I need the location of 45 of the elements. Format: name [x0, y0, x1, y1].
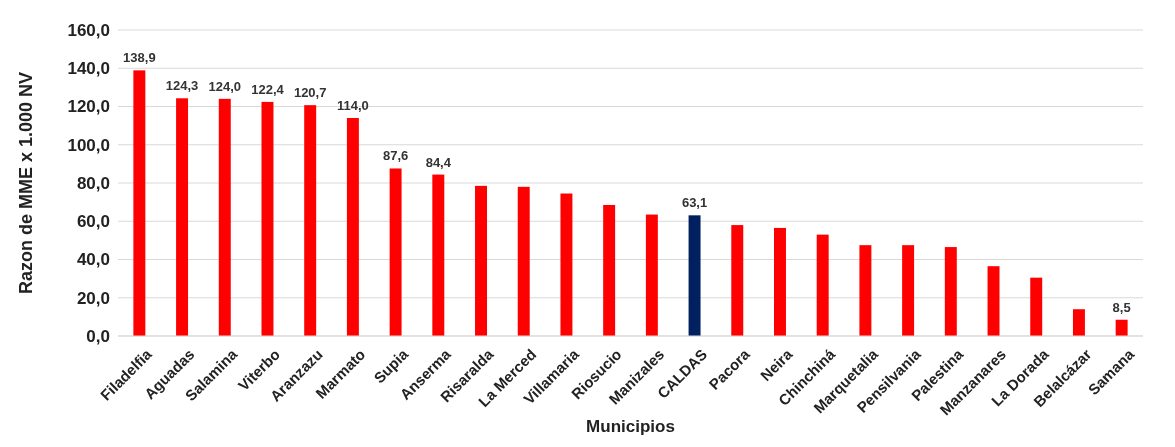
bar — [859, 245, 872, 336]
bar — [1115, 319, 1128, 336]
data-label: 122,4 — [251, 81, 285, 97]
bar — [304, 105, 317, 336]
x-axis-title: Municipios — [586, 417, 675, 436]
bar — [688, 215, 701, 336]
data-label: 84,4 — [425, 154, 452, 170]
bar — [816, 234, 829, 336]
bar — [1072, 309, 1085, 336]
bar — [944, 247, 957, 336]
bar — [645, 214, 658, 336]
data-label: 138,9 — [123, 50, 156, 66]
bar — [389, 168, 402, 336]
bar — [603, 204, 616, 336]
bar — [475, 185, 487, 336]
bar — [731, 225, 744, 336]
bar — [176, 98, 189, 336]
data-label: 120,7 — [293, 85, 327, 101]
bar — [517, 186, 530, 336]
y-tick-label: 120,0 — [67, 97, 110, 117]
bar — [560, 193, 573, 336]
y-tick-label: 20,0 — [76, 288, 110, 308]
y-tick-label: 140,0 — [67, 59, 110, 79]
data-label: 124,3 — [165, 78, 199, 94]
bar — [902, 245, 915, 336]
bar — [432, 174, 445, 336]
data-label: 63,1 — [681, 195, 708, 211]
data-label: 87,6 — [382, 148, 409, 164]
bar — [346, 117, 359, 336]
bar — [774, 227, 786, 336]
bar — [987, 266, 1000, 336]
y-tick-label: 80,0 — [76, 173, 110, 193]
bar — [218, 98, 231, 336]
y-axis-title: Razon de MME x 1.000 NV — [16, 71, 36, 295]
y-tick-label: 40,0 — [76, 250, 110, 270]
bar — [261, 101, 274, 336]
bar — [1030, 277, 1043, 336]
y-tick-label: 100,0 — [67, 135, 110, 155]
data-label: 114,0 — [336, 97, 369, 113]
bar — [133, 70, 146, 336]
y-tick-label: 0,0 — [86, 326, 110, 346]
data-label: 124,0 — [208, 78, 242, 94]
data-label: 8,5 — [1112, 299, 1131, 315]
y-tick-label: 60,0 — [76, 212, 110, 232]
y-tick-label: 160,0 — [67, 20, 110, 40]
